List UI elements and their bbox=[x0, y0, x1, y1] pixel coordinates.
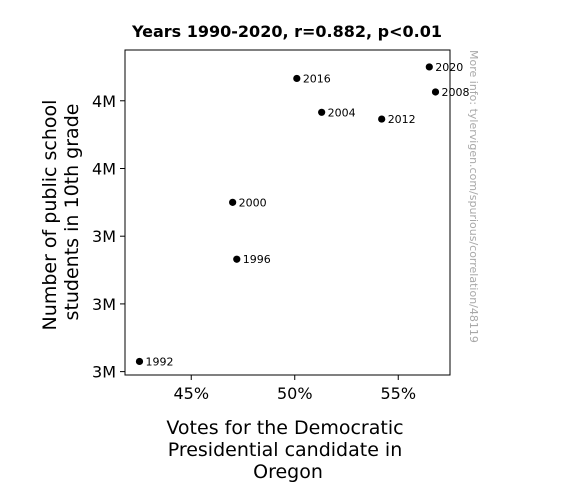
x-axis-label-line-2: Presidential candidate in bbox=[168, 439, 403, 461]
y-axis-label-line-2: students in 10th grade bbox=[61, 104, 83, 321]
x-axis: 45% 50% 55% bbox=[173, 375, 416, 403]
data-label-1992: 1992 bbox=[145, 355, 173, 368]
chart-title: Years 1990-2020, r=0.882, p<0.01 bbox=[131, 22, 442, 41]
y-tick-label: 4M bbox=[92, 92, 116, 111]
data-label-2000: 2000 bbox=[239, 196, 267, 209]
x-axis-label: Votes for the Democratic Presidential ca… bbox=[166, 417, 409, 483]
data-point-2020 bbox=[425, 63, 433, 71]
y-tick-label: 4M bbox=[92, 159, 116, 178]
data-point-2000 bbox=[229, 198, 237, 206]
data-point-2008 bbox=[431, 88, 440, 96]
x-tick-label: 50% bbox=[277, 384, 313, 403]
data-label-1996: 1996 bbox=[243, 253, 271, 266]
x-axis-label-line-1: Votes for the Democratic bbox=[166, 417, 403, 439]
y-axis-label-line-1: Number of public school bbox=[39, 100, 61, 331]
data-label-2016: 2016 bbox=[303, 72, 331, 85]
data-point-1992 bbox=[135, 357, 144, 366]
data-label-2020: 2020 bbox=[435, 61, 463, 74]
y-tick-label: 3M bbox=[92, 295, 116, 314]
data-point-2004 bbox=[318, 108, 326, 116]
data-points: 1992 1996 2000 2004 2008 2012 2016 2020 bbox=[135, 61, 470, 368]
x-axis-label-line-3: Oregon bbox=[253, 461, 323, 483]
data-label-2008: 2008 bbox=[442, 86, 470, 99]
data-point-2012 bbox=[378, 115, 386, 123]
y-tick-label: 3M bbox=[92, 363, 116, 382]
y-axis-label: Number of public school students in 10th… bbox=[39, 94, 83, 331]
data-label-2012: 2012 bbox=[388, 113, 416, 126]
data-point-2016 bbox=[293, 74, 301, 83]
x-tick-label: 45% bbox=[173, 384, 209, 403]
y-tick-label: 3M bbox=[92, 227, 116, 246]
data-point-1996 bbox=[233, 255, 241, 263]
y-axis: 3M 3M 3M 4M 4M bbox=[92, 92, 125, 382]
x-tick-label: 55% bbox=[380, 384, 416, 403]
plot-frame bbox=[124, 49, 451, 376]
data-label-2004: 2004 bbox=[328, 106, 356, 119]
watermark-text: More info: tylervigen.com/spurious/corre… bbox=[467, 50, 480, 343]
